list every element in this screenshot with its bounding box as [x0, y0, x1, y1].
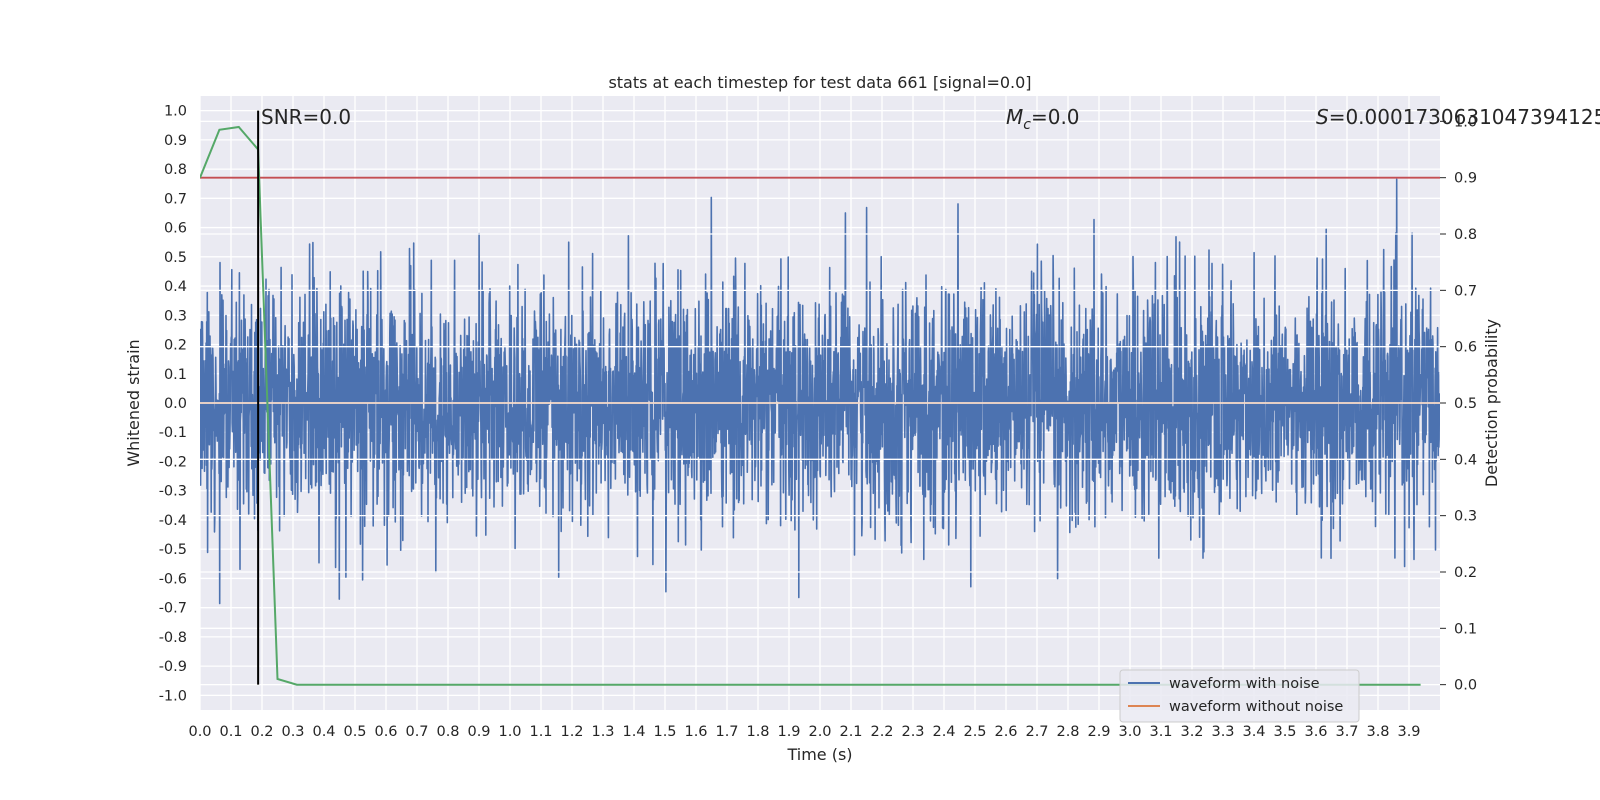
y-tick-label: 0.0 — [164, 396, 187, 412]
x-tick-label: 2.4 — [932, 724, 955, 740]
y2-tick-label: 0.7 — [1454, 283, 1477, 299]
x-tick-label: 0.6 — [374, 724, 397, 740]
x-tick-label: 0.2 — [250, 724, 273, 740]
x-tick-label: 1.8 — [746, 724, 769, 740]
y-tick-label: 0.8 — [164, 162, 187, 178]
y-tick-label: 0.5 — [164, 250, 187, 266]
x-tick-label: 3.9 — [1397, 724, 1420, 740]
x-tick-label: 2.1 — [839, 724, 862, 740]
x-tick-label: 1.3 — [591, 724, 614, 740]
y-tick-label: 0.2 — [164, 338, 187, 354]
y-tick-label: 0.6 — [164, 221, 187, 237]
y-tick-label: -0.1 — [159, 425, 187, 441]
x-tick-label: 2.7 — [1025, 724, 1048, 740]
y2-tick-label: 1.0 — [1454, 114, 1477, 130]
x-tick-label: 3.7 — [1335, 724, 1358, 740]
y2-tick-label: 0.5 — [1454, 396, 1477, 412]
x-tick-label: 3.1 — [1149, 724, 1172, 740]
y2-tick-labels: 0.0 0.1 0.2 0.3 0.4 0.5 0.6 0.7 0.8 0.9 1.0 — [1440, 114, 1477, 694]
x-tick-label: 2.0 — [808, 724, 831, 740]
chirp-mass-subscript: c — [1023, 117, 1031, 133]
legend-label-clean: waveform without noise — [1169, 699, 1343, 715]
s-annotation: S=0.00017306310473941258 — [1316, 105, 1600, 129]
y-gridlines — [200, 109, 1440, 697]
snr-annotation: SNR=0.0 — [261, 105, 351, 129]
legend: waveform with noise waveform without noi… — [1119, 669, 1360, 723]
x-tick-label: 1.1 — [529, 724, 552, 740]
x-tick-label: 3.6 — [1304, 724, 1327, 740]
y-tick-label: 0.3 — [164, 308, 187, 324]
x-tick-label: 2.6 — [994, 724, 1017, 740]
x-tick-label: 3.0 — [1118, 724, 1141, 740]
y2-tick-label: 0.9 — [1454, 171, 1477, 187]
y2-tick-label: 0.6 — [1454, 340, 1477, 356]
y2-tick-label: 0.4 — [1454, 452, 1477, 468]
y-tick-label: 1.0 — [164, 104, 187, 120]
x-tick-label: 3.2 — [1180, 724, 1203, 740]
y2-gridline-group — [200, 120, 1440, 686]
y2-axis-label: Detection probability — [1482, 319, 1501, 487]
x-tick-label: 1.6 — [684, 724, 707, 740]
y2-tick-label: 0.0 — [1454, 678, 1477, 694]
x-tick-label: 0.4 — [312, 724, 335, 740]
chirp-mass-symbol: M — [1006, 105, 1023, 129]
y2-tick-label: 0.3 — [1454, 509, 1477, 525]
x-tick-label: 0.3 — [281, 724, 304, 740]
x-tick-label: 0.9 — [467, 724, 490, 740]
s-symbol: S — [1316, 105, 1329, 129]
y-axis-label: Whitened strain — [124, 339, 143, 466]
x-tick-label: 2.3 — [901, 724, 924, 740]
x-tick-label: 2.2 — [870, 724, 893, 740]
y-tick-label: -0.8 — [159, 630, 187, 646]
x-tick-label: 1.7 — [715, 724, 738, 740]
x-tick-label: 3.8 — [1366, 724, 1389, 740]
y-tick-label: -0.5 — [159, 542, 187, 558]
y-tick-label: 0.4 — [164, 279, 187, 295]
y-tick-label: -0.4 — [159, 513, 187, 529]
x-tick-label: 1.5 — [653, 724, 676, 740]
legend-label-noise: waveform with noise — [1169, 676, 1320, 692]
x-tick-label: 0.1 — [219, 724, 242, 740]
x-tick-label: 0.0 — [188, 724, 211, 740]
x-tick-label: 2.9 — [1087, 724, 1110, 740]
x-tick-label: 2.5 — [963, 724, 986, 740]
x-tick-label: 0.7 — [405, 724, 428, 740]
waveform-with-noise-line — [200, 178, 1440, 605]
y-tick-label: -0.3 — [159, 484, 187, 500]
x-tick-label: 3.3 — [1211, 724, 1234, 740]
chirp-mass-value: =0.0 — [1031, 105, 1080, 129]
s-value: =0.00017306310473941258 — [1329, 105, 1600, 129]
chart-title: stats at each timestep for test data 661… — [608, 73, 1031, 92]
x-tick-label: 1.4 — [622, 724, 645, 740]
y-tick-label: -1.0 — [159, 688, 187, 704]
y2-tick-label: 0.2 — [1454, 565, 1477, 581]
x-tick-label: 1.2 — [560, 724, 583, 740]
y-tick-label: -0.6 — [159, 571, 187, 587]
y2-tick-label: 0.8 — [1454, 227, 1477, 243]
x-tick-label: 3.5 — [1273, 724, 1296, 740]
x-tick-labels: 0.0 0.1 0.2 0.3 0.4 0.5 0.6 0.7 0.8 0.9 1.0 1.1 1.2 1… — [188, 724, 1420, 740]
y-tick-label: 0.9 — [164, 133, 187, 149]
x-tick-label: 3.4 — [1242, 724, 1265, 740]
y-tick-label: -0.7 — [159, 601, 187, 617]
x-tick-label: 0.5 — [343, 724, 366, 740]
x-tick-label: 0.8 — [436, 724, 459, 740]
x-tick-label: 1.0 — [498, 724, 521, 740]
y2-tick-label: 0.1 — [1454, 621, 1477, 637]
y-tick-label: -0.9 — [159, 659, 187, 675]
y-tick-label: 0.1 — [164, 367, 187, 383]
y-tick-labels: -1.0 -0.9 -0.8 -0.7 -0.6 -0.5 -0.4 -0.3 -0.2 -0.1… — [159, 104, 187, 705]
x-axis-label: Time (s) — [786, 745, 852, 764]
legend-box — [1119, 669, 1360, 723]
chirp-mass-annotation: Mc=0.0 — [1006, 105, 1080, 133]
y-tick-label: -0.2 — [159, 454, 187, 470]
x-tick-label: 2.8 — [1056, 724, 1079, 740]
y-tick-label: 0.7 — [164, 191, 187, 207]
x-tick-label: 1.9 — [777, 724, 800, 740]
